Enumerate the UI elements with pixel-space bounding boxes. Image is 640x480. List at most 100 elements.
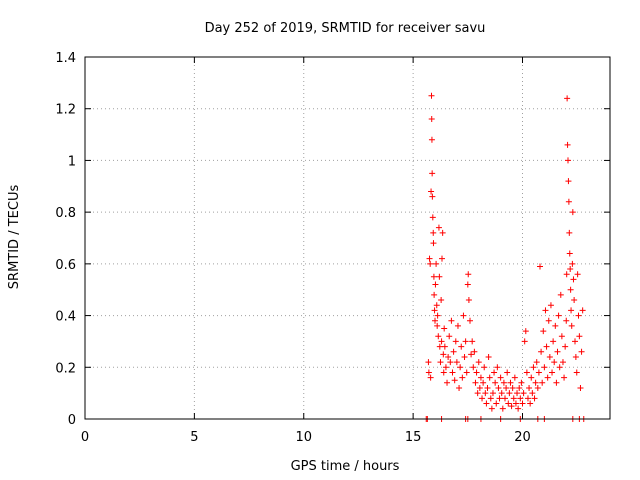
data-point — [492, 379, 499, 386]
data-point — [506, 390, 513, 397]
data-point — [546, 353, 553, 360]
x-tick-label: 15 — [405, 430, 422, 445]
y-tick-label: 0.2 — [55, 361, 76, 376]
data-point — [431, 291, 438, 298]
data-point — [438, 338, 445, 345]
y-tick-label: 1.2 — [55, 103, 76, 118]
data-point — [547, 302, 554, 309]
data-point — [429, 214, 436, 221]
data-point — [454, 322, 461, 329]
data-point — [532, 379, 539, 386]
data-point — [428, 188, 435, 195]
data-point — [428, 116, 435, 123]
data-point — [565, 198, 572, 205]
data-point — [568, 307, 575, 314]
data-point — [472, 379, 479, 386]
data-point — [542, 307, 549, 314]
data-point — [430, 229, 437, 236]
data-point — [459, 374, 466, 381]
data-point — [568, 322, 575, 329]
data-point — [495, 384, 502, 391]
data-point — [431, 307, 438, 314]
data-point — [517, 395, 524, 402]
data-point — [441, 343, 448, 350]
data-point — [571, 297, 578, 304]
data-point — [477, 374, 484, 381]
y-tick-label: 0 — [68, 413, 76, 428]
data-point — [555, 312, 562, 319]
y-tick-label: 0.8 — [55, 206, 76, 221]
data-point — [453, 359, 460, 366]
gridlines — [85, 57, 610, 419]
data-point — [471, 348, 478, 355]
data-point — [430, 240, 437, 247]
x-tick-label: 5 — [190, 430, 198, 445]
data-point — [558, 333, 565, 340]
data-point — [511, 374, 518, 381]
data-point — [428, 92, 435, 99]
data-point — [540, 328, 547, 335]
data-point — [485, 353, 492, 360]
data-point — [545, 317, 552, 324]
data-point — [533, 359, 540, 366]
data-point — [452, 338, 459, 345]
data-point — [504, 369, 511, 376]
data-point — [428, 136, 435, 143]
data-point — [448, 317, 455, 324]
data-point — [554, 348, 561, 355]
data-point — [445, 353, 452, 360]
y-tick-label: 1 — [68, 154, 76, 169]
data-point — [479, 395, 486, 402]
data-point — [494, 364, 501, 371]
data-point — [449, 369, 456, 376]
data-point — [561, 374, 568, 381]
data-point — [522, 328, 529, 335]
data-point — [481, 364, 488, 371]
data-point — [572, 353, 579, 360]
data-point — [549, 369, 556, 376]
data-point — [491, 369, 498, 376]
data-point — [515, 405, 522, 412]
axis-ticks: 0 0.2 0.4 0.6 0.8 1 1.2 1.4 0 5 10 15 20 — [55, 51, 610, 445]
data-point — [572, 338, 578, 345]
data-point — [577, 384, 584, 391]
data-point — [531, 395, 538, 402]
data-point — [470, 364, 477, 371]
y-tick-label: 1.4 — [55, 51, 76, 66]
x-tick-label: 0 — [81, 430, 89, 445]
data-point — [578, 348, 585, 355]
data-point — [483, 400, 490, 407]
data-point — [553, 379, 560, 386]
data-point — [429, 193, 436, 200]
y-tick-label: 0.4 — [55, 310, 76, 325]
data-point — [566, 250, 573, 257]
data-point — [439, 255, 445, 262]
data-point — [505, 400, 512, 407]
data-point — [500, 379, 507, 386]
data-point — [440, 369, 447, 376]
data-point — [426, 255, 433, 262]
data-point — [433, 302, 440, 309]
data-point — [465, 297, 472, 304]
data-point — [487, 395, 494, 402]
data-point — [489, 390, 496, 397]
data-point — [563, 271, 570, 278]
data-point — [469, 338, 476, 345]
data-point — [473, 369, 480, 376]
data-point — [442, 364, 449, 371]
data-point — [556, 364, 563, 371]
data-point — [444, 379, 451, 386]
data-points — [423, 92, 587, 422]
data-point — [559, 359, 566, 366]
x-tick-label: 10 — [295, 430, 312, 445]
data-point — [461, 353, 468, 360]
data-point — [475, 359, 482, 366]
data-point — [523, 369, 530, 376]
data-point — [570, 276, 577, 283]
data-point — [493, 400, 500, 407]
data-point — [503, 384, 510, 391]
data-point — [510, 395, 517, 402]
data-point — [450, 348, 457, 355]
data-point — [550, 338, 557, 345]
data-point — [480, 379, 487, 386]
